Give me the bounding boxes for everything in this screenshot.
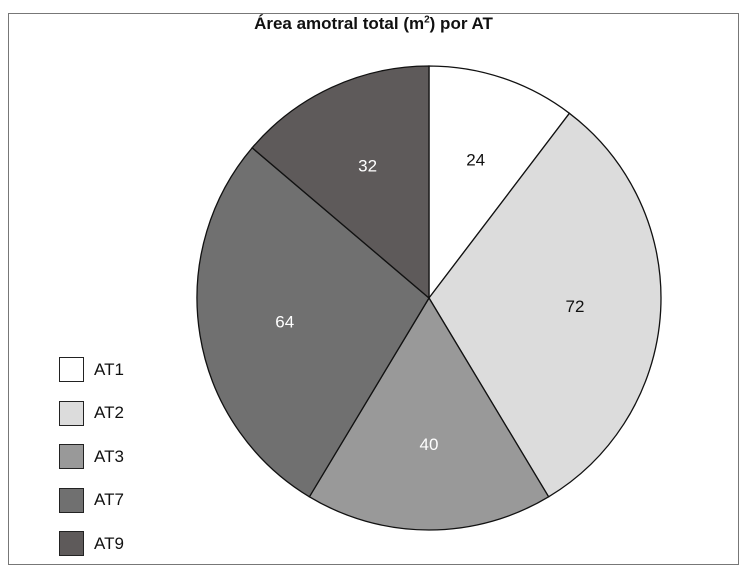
data-label-at9: 32 (358, 156, 377, 175)
legend-item-at9: AT9 (59, 522, 124, 566)
legend-swatch (59, 531, 84, 557)
legend-item-at2: AT2 (59, 392, 124, 436)
data-label-at2: 72 (565, 297, 584, 316)
legend-label: AT3 (94, 446, 124, 466)
legend-item-at7: AT7 (59, 479, 124, 523)
legend-swatch (59, 487, 84, 513)
pie-slice-at1 (428, 65, 571, 300)
pie-slice-at7 (196, 146, 430, 498)
legend-swatch (59, 400, 84, 426)
legend-item-at3: AT3 (59, 435, 124, 479)
legend-label: AT2 (94, 403, 124, 423)
legend-swatch (59, 444, 84, 470)
legend-swatch (59, 357, 84, 383)
legend-label: AT9 (94, 533, 124, 553)
chart-title: Área amotral total (m2) por AT (254, 14, 493, 33)
legend-label: AT7 (94, 490, 124, 510)
legend-label: AT1 (94, 359, 124, 379)
legend-item-at1: AT1 (59, 348, 124, 392)
legend: AT1 AT2 AT3 AT7 AT9 (59, 348, 124, 566)
data-label-at7: 64 (275, 313, 294, 332)
pie-slice-at2 (428, 112, 662, 498)
pie-slice-at3 (308, 296, 550, 531)
data-label-at3: 40 (420, 435, 439, 454)
data-label-at1: 24 (466, 150, 485, 169)
pie-slice-at9 (251, 65, 430, 300)
